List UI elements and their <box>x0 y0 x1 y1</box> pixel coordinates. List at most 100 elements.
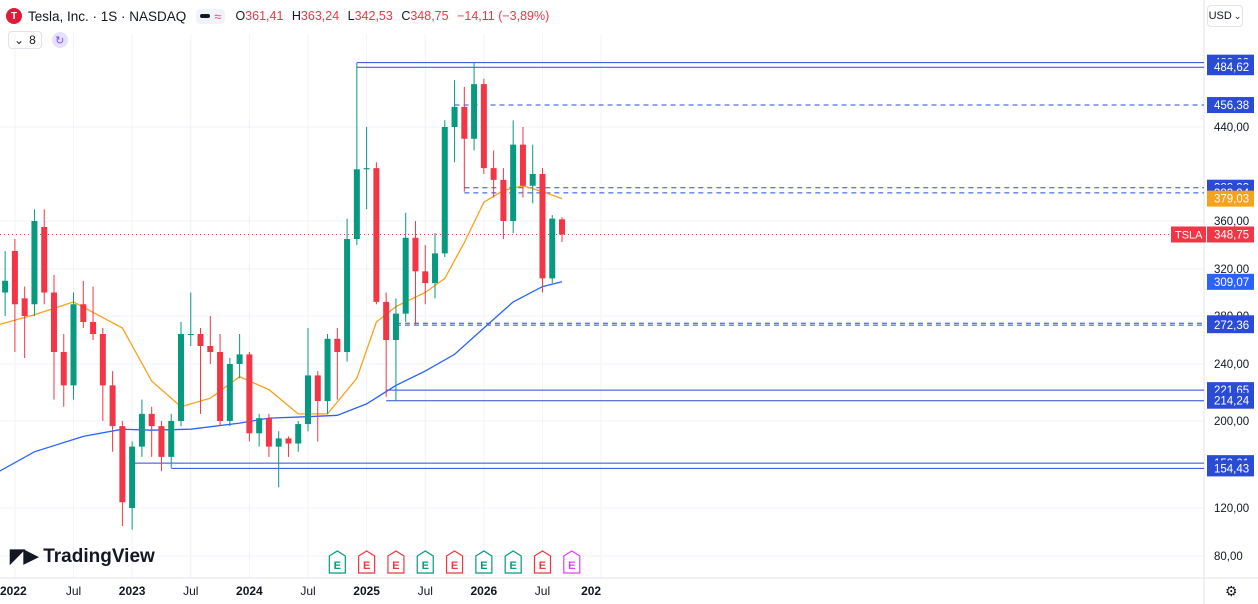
y-tick-label: 440,00 <box>1214 122 1249 134</box>
earnings-badge <box>475 550 493 574</box>
candle <box>392 298 399 402</box>
y-tick-label: 240,00 <box>1214 359 1249 371</box>
x-tick-label: 202 <box>581 584 601 598</box>
earnings-marker[interactable]: E <box>445 550 464 574</box>
price-tag-bg <box>1207 317 1254 334</box>
candle-body <box>324 338 331 402</box>
earnings-label: E <box>363 560 370 572</box>
candle-body <box>197 334 204 346</box>
candle <box>226 358 233 427</box>
candle-body <box>168 421 175 457</box>
candle-body <box>383 301 390 340</box>
candle-body <box>60 352 67 386</box>
candle <box>99 328 106 421</box>
price-tag-bg <box>1207 59 1254 76</box>
candle <box>148 406 155 457</box>
visibility-toggle[interactable]: ≈ <box>196 8 226 24</box>
candle-body <box>422 271 429 284</box>
candle-body <box>549 218 556 279</box>
candle-body <box>246 354 253 434</box>
ma-fast-tag: 379,03 <box>1207 190 1254 207</box>
y-tick-label: 320,00 <box>1214 264 1249 276</box>
tesla-logo-icon: T <box>6 8 22 24</box>
earnings-badge <box>387 550 405 574</box>
candle <box>285 436 292 457</box>
candle-body <box>11 251 18 305</box>
price-level-tag: 456,38 <box>1207 97 1254 114</box>
candle-body <box>519 144 526 186</box>
price-tag-bg <box>1207 273 1254 290</box>
candle <box>295 421 302 452</box>
candle <box>549 215 556 284</box>
candle <box>373 162 380 305</box>
candle-body <box>90 322 97 334</box>
minus-icon <box>200 14 211 18</box>
candle <box>256 413 263 447</box>
candle <box>383 292 390 397</box>
earnings-marker[interactable]: E <box>358 550 376 574</box>
settings-gear-icon[interactable]: ⚙ <box>1225 583 1238 599</box>
candle-body <box>31 221 38 305</box>
candle <box>529 144 536 204</box>
candle-body <box>148 413 155 427</box>
candle-body <box>441 127 448 254</box>
candle <box>461 86 468 192</box>
earnings-label: E <box>568 560 575 572</box>
legend-header: T Tesla, Inc. · 1S · NASDAQ ≈ O361,41 H3… <box>6 6 554 26</box>
y-tick-label: 120,00 <box>1214 503 1249 515</box>
candle-body <box>539 174 546 279</box>
earnings-label: E <box>334 560 341 572</box>
price-tag-bg <box>1207 226 1254 243</box>
last-price-tag: 348,75 <box>1207 226 1254 243</box>
candle-body <box>392 313 399 340</box>
time-axis[interactable]: 2022 Jul 2023 Jul 2024 Jul 2025 Jul 2026 Jul 202 <box>0 584 601 598</box>
currency-select[interactable]: USD ⌄ <box>1207 5 1243 27</box>
earnings-marker[interactable]: E <box>563 550 581 574</box>
symbol-title[interactable]: Tesla, Inc. · 1S · NASDAQ <box>28 8 187 24</box>
candle-body <box>275 438 282 447</box>
price-tag-label: 214,24 <box>1214 396 1250 408</box>
symbol-tag-bg <box>1171 226 1206 243</box>
candle-body <box>490 168 497 180</box>
candle <box>412 221 419 325</box>
candle <box>324 334 331 414</box>
price-axis[interactable]: 80,00120,00200,00240,00280,00320,00360,0… <box>1171 54 1254 563</box>
candle <box>363 127 370 210</box>
candle <box>187 292 194 346</box>
x-tick-label: 2022 <box>0 584 27 598</box>
price-tag-label: 379,03 <box>1214 194 1249 206</box>
candle <box>422 245 429 305</box>
earnings-marker[interactable]: E <box>416 550 434 574</box>
candle <box>305 328 311 432</box>
price-tag-bg <box>1207 190 1254 207</box>
x-tick-label: 2024 <box>236 584 263 598</box>
indicators-row: ⌄ 8 ↻ <box>8 31 68 49</box>
candle-body <box>451 106 458 127</box>
candle <box>50 274 57 400</box>
candle <box>519 127 526 198</box>
earnings-marker[interactable]: E <box>533 550 552 574</box>
earnings-marker[interactable]: E <box>475 550 493 574</box>
price-tag-label: 348,75 <box>1214 230 1249 242</box>
candle-body <box>70 304 77 386</box>
refresh-icon[interactable]: ↻ <box>51 32 68 48</box>
candle <box>2 251 9 316</box>
candle <box>559 217 566 242</box>
ohlc-close: 348,75 <box>410 9 449 23</box>
tradingview-logo[interactable]: ◤▶ TradingView <box>10 545 155 568</box>
candle-body <box>334 338 341 352</box>
brand-name: TradingView <box>43 545 155 567</box>
earnings-marker[interactable]: E <box>328 550 346 574</box>
earnings-marker[interactable]: E <box>504 550 522 574</box>
indicators-collapse-button[interactable]: ⌄ 8 <box>8 31 42 49</box>
ohlc-close-key: C <box>401 9 411 23</box>
candle-body <box>480 84 487 169</box>
earnings-marker[interactable]: E <box>387 550 405 574</box>
earnings-label: E <box>451 560 458 572</box>
ohlc-change: −14,11 (−3,89%) <box>457 9 550 23</box>
candle-body <box>109 385 116 427</box>
candle-body <box>50 292 57 352</box>
candle <box>109 371 116 452</box>
